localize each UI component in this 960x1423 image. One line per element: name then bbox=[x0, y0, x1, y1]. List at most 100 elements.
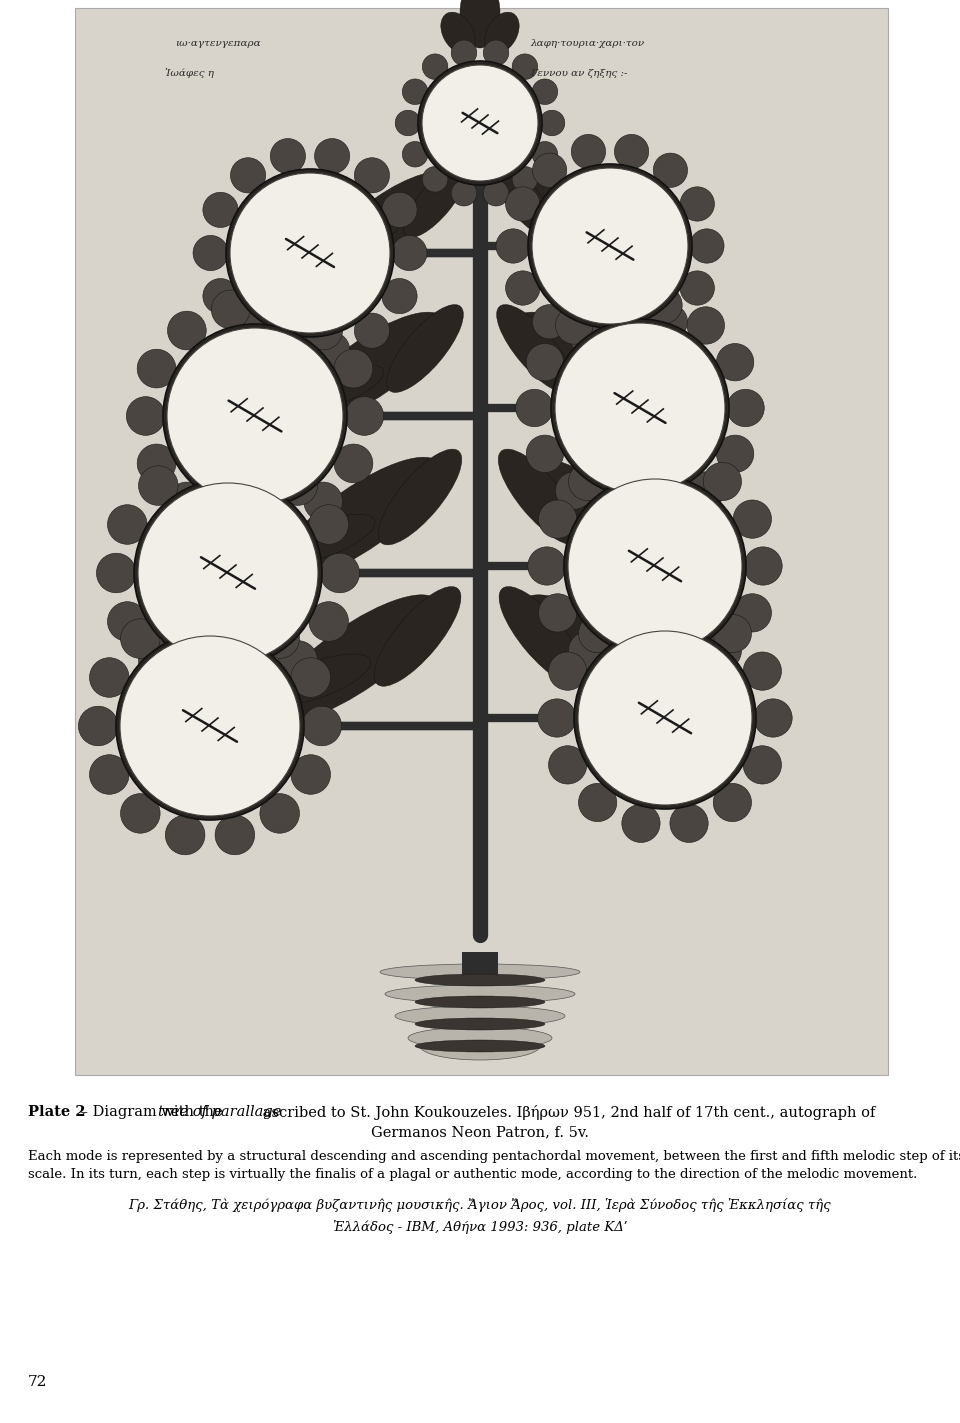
Text: Each mode is represented by a structural descending and ascending pentachordal m: Each mode is represented by a structural… bbox=[28, 1150, 960, 1163]
Circle shape bbox=[260, 619, 300, 659]
Circle shape bbox=[108, 505, 147, 545]
Ellipse shape bbox=[510, 172, 631, 265]
Circle shape bbox=[215, 598, 254, 638]
Circle shape bbox=[622, 804, 660, 842]
Circle shape bbox=[116, 632, 304, 820]
Circle shape bbox=[120, 636, 300, 815]
Circle shape bbox=[345, 397, 384, 435]
Ellipse shape bbox=[329, 172, 450, 265]
Circle shape bbox=[96, 554, 136, 593]
Circle shape bbox=[743, 652, 781, 690]
Circle shape bbox=[134, 480, 322, 667]
Circle shape bbox=[382, 192, 418, 228]
Ellipse shape bbox=[589, 655, 696, 706]
Circle shape bbox=[230, 158, 266, 194]
Text: tree of parallage: tree of parallage bbox=[158, 1106, 281, 1118]
Circle shape bbox=[422, 54, 448, 80]
Ellipse shape bbox=[279, 457, 441, 579]
Circle shape bbox=[612, 652, 650, 690]
Circle shape bbox=[137, 349, 176, 388]
Circle shape bbox=[568, 632, 607, 670]
Ellipse shape bbox=[273, 514, 375, 564]
Circle shape bbox=[539, 593, 577, 632]
Circle shape bbox=[533, 154, 566, 188]
Circle shape bbox=[622, 593, 660, 632]
Circle shape bbox=[203, 279, 238, 313]
Ellipse shape bbox=[460, 0, 500, 48]
Circle shape bbox=[422, 166, 448, 192]
Circle shape bbox=[291, 754, 330, 794]
Circle shape bbox=[167, 327, 343, 504]
Circle shape bbox=[233, 662, 273, 702]
Circle shape bbox=[121, 619, 160, 659]
Circle shape bbox=[226, 169, 394, 337]
Circle shape bbox=[315, 332, 349, 367]
Ellipse shape bbox=[498, 450, 582, 545]
Circle shape bbox=[320, 554, 360, 593]
Circle shape bbox=[716, 435, 754, 472]
Ellipse shape bbox=[516, 312, 664, 424]
Circle shape bbox=[108, 602, 147, 642]
Circle shape bbox=[483, 181, 509, 206]
Circle shape bbox=[548, 652, 587, 690]
Circle shape bbox=[660, 652, 698, 690]
Text: Plate 2: Plate 2 bbox=[28, 1106, 85, 1118]
Circle shape bbox=[138, 465, 179, 505]
Ellipse shape bbox=[296, 312, 444, 424]
Circle shape bbox=[163, 324, 347, 508]
Circle shape bbox=[528, 164, 692, 327]
Circle shape bbox=[203, 192, 238, 228]
Text: Germanos Neon Patron, f. 5v.: Germanos Neon Patron, f. 5v. bbox=[371, 1126, 589, 1138]
Ellipse shape bbox=[395, 1006, 565, 1026]
Circle shape bbox=[556, 307, 593, 344]
Circle shape bbox=[271, 332, 305, 367]
Circle shape bbox=[532, 168, 688, 324]
Circle shape bbox=[612, 441, 650, 480]
Ellipse shape bbox=[441, 13, 475, 54]
Circle shape bbox=[215, 815, 254, 855]
Circle shape bbox=[551, 319, 729, 497]
Bar bbox=[462, 952, 498, 982]
Text: – Diagram with the: – Diagram with the bbox=[76, 1106, 228, 1118]
Circle shape bbox=[183, 444, 223, 484]
Circle shape bbox=[260, 504, 299, 542]
Circle shape bbox=[571, 323, 606, 357]
Ellipse shape bbox=[585, 514, 687, 564]
Circle shape bbox=[614, 323, 649, 357]
Circle shape bbox=[645, 492, 683, 529]
Text: Γρ. Στάθης, Τὰ χειρόγραφα βυζαντινη̂ς μουσικη̂ς. Ἄγιον Ἄρος, vol. III, Ἱερὰ Σύ: Γρ. Στάθης, Τὰ χειρόγραφα βυζαντινη̂ς μ… bbox=[129, 1198, 831, 1212]
Circle shape bbox=[568, 480, 742, 653]
Circle shape bbox=[614, 134, 649, 169]
Circle shape bbox=[334, 349, 372, 388]
Text: Γεννου αν ζηξης :-: Γεννου αν ζηξης :- bbox=[530, 68, 628, 78]
Ellipse shape bbox=[387, 305, 464, 393]
Circle shape bbox=[451, 181, 477, 206]
Ellipse shape bbox=[415, 973, 545, 986]
Circle shape bbox=[733, 593, 772, 632]
Circle shape bbox=[354, 313, 390, 349]
Circle shape bbox=[303, 482, 343, 521]
Circle shape bbox=[233, 444, 273, 484]
Circle shape bbox=[230, 174, 390, 333]
Ellipse shape bbox=[374, 586, 461, 686]
Circle shape bbox=[532, 80, 558, 104]
Ellipse shape bbox=[415, 1040, 545, 1052]
Ellipse shape bbox=[420, 1032, 540, 1060]
Bar bbox=[75, 9, 888, 1074]
Ellipse shape bbox=[576, 364, 670, 410]
Circle shape bbox=[167, 312, 206, 350]
Circle shape bbox=[451, 40, 477, 65]
Circle shape bbox=[277, 640, 318, 680]
Ellipse shape bbox=[485, 13, 519, 54]
Circle shape bbox=[687, 472, 725, 509]
Circle shape bbox=[571, 134, 606, 169]
Circle shape bbox=[418, 61, 542, 185]
Circle shape bbox=[137, 444, 176, 482]
Circle shape bbox=[653, 154, 687, 188]
Circle shape bbox=[645, 286, 683, 324]
Circle shape bbox=[574, 628, 756, 810]
Circle shape bbox=[302, 706, 342, 746]
Circle shape bbox=[533, 305, 566, 339]
Circle shape bbox=[528, 546, 566, 585]
Circle shape bbox=[526, 343, 564, 381]
